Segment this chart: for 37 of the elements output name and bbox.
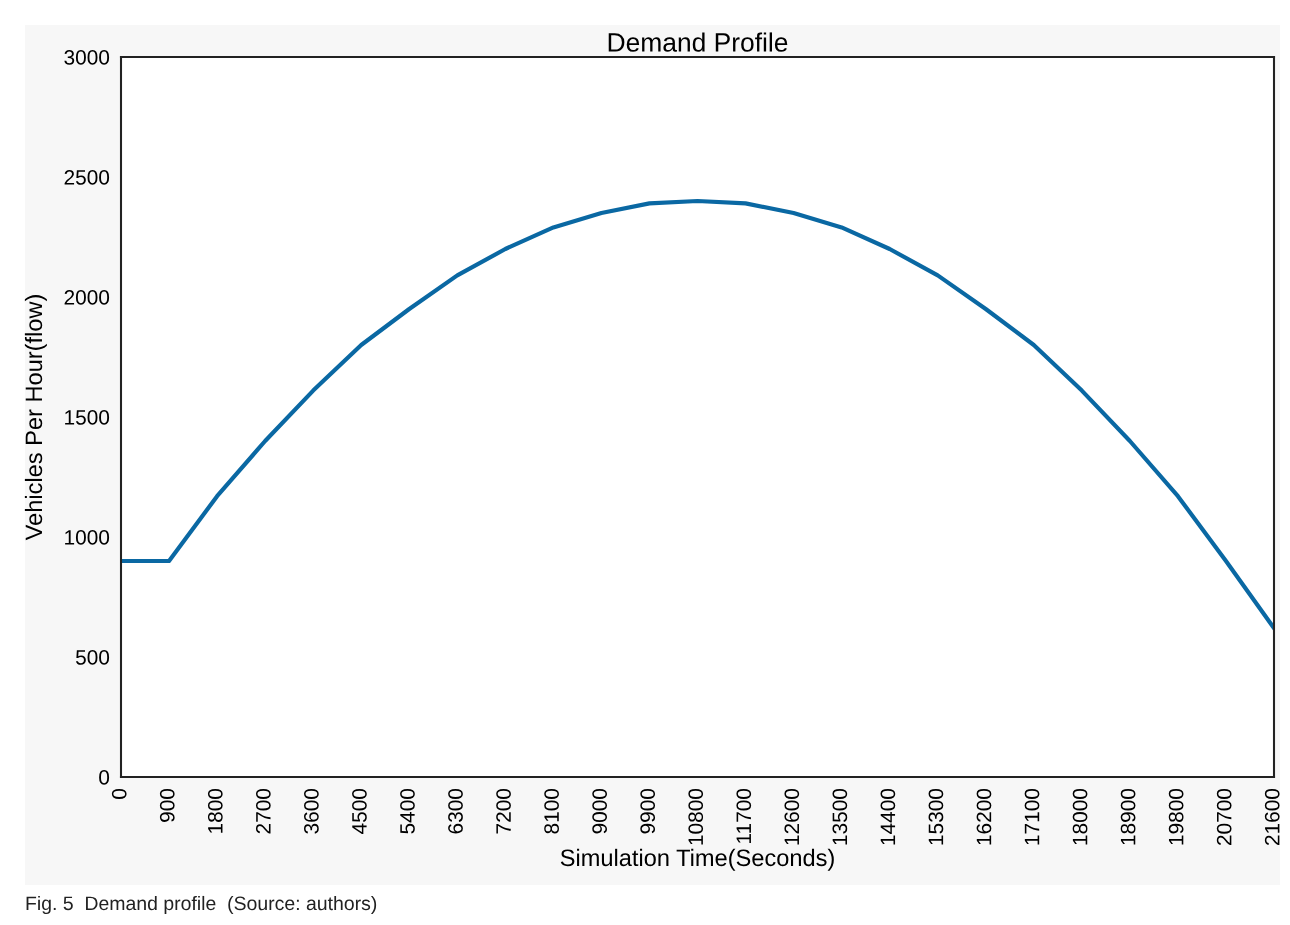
x-tick-label: 21600 <box>1264 788 1280 845</box>
x-tick-label: 13500 <box>832 788 848 845</box>
x-tick-label: 8100 <box>544 788 559 834</box>
x-tick-label: 19800 <box>1168 788 1184 845</box>
x-tick-label: 0 <box>111 788 127 799</box>
y-tick-label: 2000 <box>64 290 110 305</box>
line-series <box>121 198 1274 631</box>
x-tick-label: 6300 <box>448 788 463 834</box>
x-tick-label: 20700 <box>1216 788 1232 845</box>
y-tick-label: 2500 <box>64 170 110 185</box>
x-tick-label: 900 <box>159 788 175 822</box>
y-axis-title: Vehicles Per Hour(flow) <box>24 295 47 541</box>
x-axis-title: Simulation Time(Seconds) <box>560 848 834 871</box>
x-tick-label: 10800 <box>688 788 704 845</box>
x-tick-label: 5400 <box>400 788 415 834</box>
x-tick-label: 4500 <box>352 788 367 834</box>
caption: Fig. 5 Demand profile (Source: authors) <box>26 895 377 915</box>
x-tick-label: 9000 <box>592 788 608 834</box>
y-tick-label: 3000 <box>64 50 110 65</box>
x-tick-label: 17100 <box>1024 788 1040 845</box>
x-tick-label: 7200 <box>496 788 511 834</box>
y-tick-label: 1000 <box>65 530 110 545</box>
y-tick-label: 1500 <box>65 410 110 425</box>
x-tick-label: 9900 <box>640 788 656 834</box>
x-tick-label: 18900 <box>1120 788 1136 845</box>
x-tick-label: 15300 <box>928 788 944 845</box>
x-tick-label: 16200 <box>976 788 992 845</box>
x-tick-label: 11700 <box>736 788 752 843</box>
x-tick-label: 14400 <box>880 788 896 845</box>
chart-title: Demand Profile <box>608 32 788 52</box>
x-tick-label: 3600 <box>304 788 319 834</box>
x-tick-label: 2700 <box>255 788 271 834</box>
x-tick-label: 1800 <box>207 788 223 833</box>
y-tick-label: 0 <box>99 770 110 785</box>
x-tick-label: 18000 <box>1072 788 1088 845</box>
x-tick-label: 12600 <box>784 788 800 845</box>
y-tick-label: 500 <box>75 650 110 665</box>
